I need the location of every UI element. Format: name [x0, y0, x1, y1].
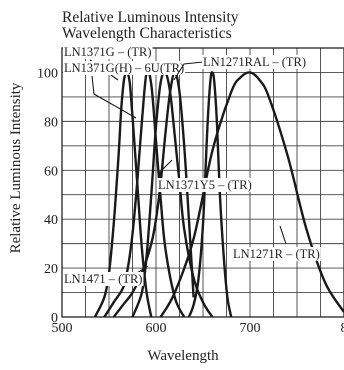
annotation-label: LN1271RAL – (TR)	[203, 55, 306, 69]
annotation-label: LN1271R – (TR)	[233, 247, 320, 261]
annotation: LN1471 – (TR)	[63, 266, 148, 286]
x-tick-label: 600	[146, 321, 167, 336]
x-tick-label: 8	[341, 321, 344, 336]
annotation-label: LN1371G(H) – 6U(TR)	[64, 61, 184, 75]
y-tick-label: 80	[44, 115, 58, 130]
annotation-label: LN1371Y5 – (TR)	[158, 178, 252, 192]
x-tick-label: 700	[240, 321, 261, 336]
chart-title: Relative Luminous Intensity	[62, 9, 239, 26]
chart-subtitle: Wavelength Characteristics	[62, 25, 232, 42]
y-axis-label: Relative Luminous Intensity	[8, 82, 24, 253]
annotation-leader	[280, 226, 286, 244]
x-axis-label: Wavelength	[147, 348, 219, 364]
y-tick-label: 0	[51, 311, 58, 326]
y-tick-label: 100	[37, 66, 58, 81]
y-tick-label: 20	[44, 262, 58, 277]
annotation-label: LN1371G – (TR)	[64, 45, 152, 59]
annotation-label: LN1471 – (TR)	[64, 272, 142, 286]
y-tick-label: 40	[44, 213, 58, 228]
y-tick-label: 60	[44, 164, 58, 179]
